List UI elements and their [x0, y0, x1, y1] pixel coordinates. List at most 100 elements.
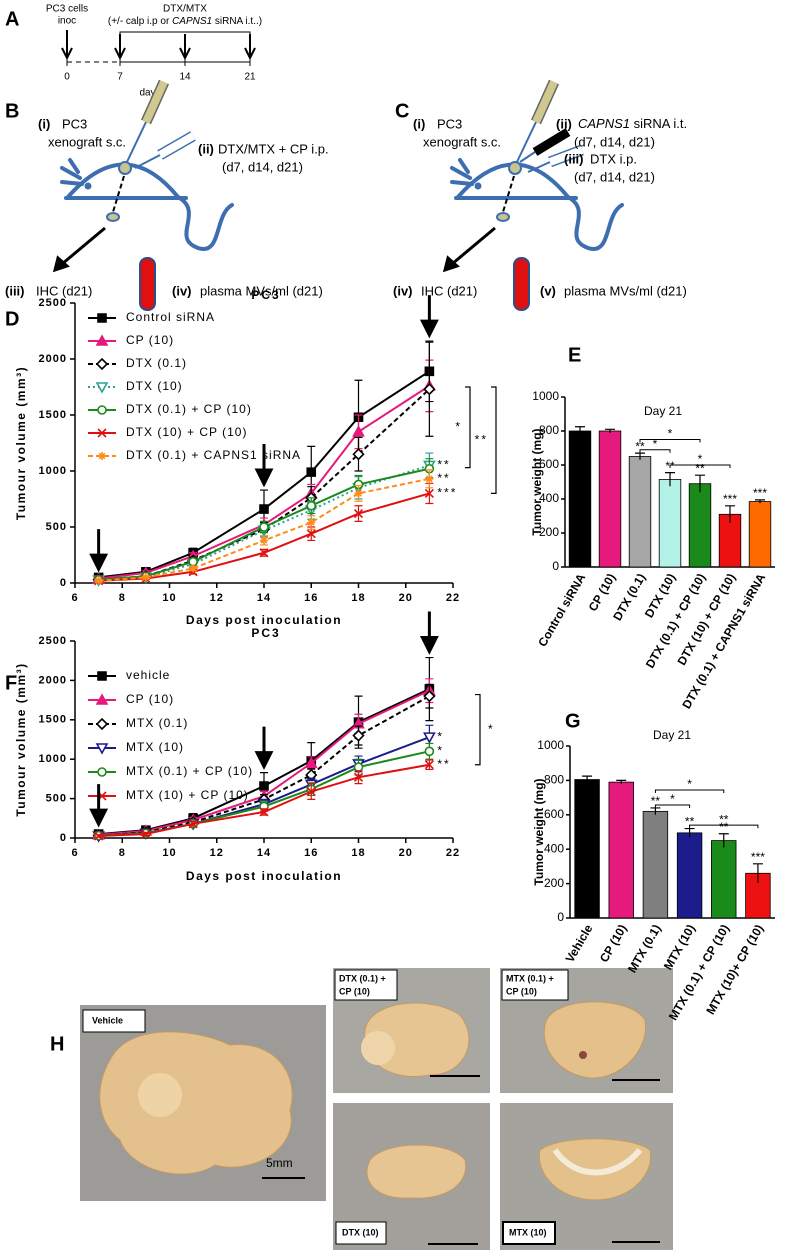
x-tick-label: Control siRNA	[535, 571, 588, 649]
significance-label: **	[719, 820, 729, 834]
significance-label: **	[437, 458, 450, 472]
arrow	[52, 226, 106, 273]
data-point	[424, 488, 434, 498]
label: DTX i.p.	[590, 151, 637, 166]
panel-letter: B	[5, 100, 19, 122]
data-point	[306, 467, 317, 477]
treatment-arrow	[254, 726, 274, 770]
error-bar	[605, 428, 615, 433]
timeline-tick-label: 14	[179, 72, 191, 83]
x-tick-label: 22	[446, 847, 460, 859]
x-tick-label: 20	[399, 592, 413, 604]
dashed-line	[502, 175, 515, 213]
x-axis-label: Days post inoculation	[186, 613, 342, 627]
significance-bracket	[689, 824, 759, 829]
x-tick-label: 6	[71, 847, 78, 859]
panel-letter: A	[5, 8, 19, 30]
error-bar	[718, 833, 729, 848]
bracket-label: *	[653, 437, 658, 451]
label: (i)	[38, 116, 50, 131]
legend-label: DTX (0.1)	[126, 356, 187, 370]
bracket-label: *	[455, 419, 462, 433]
legend-label: MTX (10)	[126, 740, 184, 754]
x-tick-label: 22	[446, 592, 460, 604]
chart-title: PC3	[251, 288, 280, 302]
bracket-label: *	[488, 722, 495, 736]
label: CAPNS1 siRNA i.t.	[578, 116, 687, 131]
legend-marker	[95, 743, 109, 755]
mouse-eye	[84, 182, 92, 190]
bar	[676, 832, 703, 919]
text: CAPNS1	[172, 16, 212, 27]
data-point	[94, 831, 104, 841]
x-tick-label: 20	[399, 847, 413, 859]
treatment-arrow	[89, 784, 109, 828]
legend-marker	[95, 357, 109, 371]
error-bar	[695, 474, 705, 493]
significance-label: **	[685, 815, 695, 829]
dashed-line	[112, 175, 125, 213]
legend-marker	[97, 671, 107, 681]
needle	[519, 151, 536, 163]
data-point	[352, 425, 365, 437]
timeline-label: PC3 cells	[46, 4, 88, 15]
error-bar	[582, 775, 593, 783]
bar	[642, 810, 669, 919]
x-tick-label: 10	[162, 847, 176, 859]
tumour-photo	[99, 1031, 293, 1175]
needle	[527, 161, 551, 173]
text: siRNA i.t.	[630, 116, 687, 131]
mouse-tail	[566, 195, 624, 251]
label: (iv)	[172, 283, 192, 298]
y-tick-label: 1000	[537, 738, 564, 752]
legend-label: vehicle	[126, 668, 170, 682]
panel-letter: F	[5, 672, 17, 694]
photo-label: DTX (10)	[342, 1227, 379, 1237]
significance-label: **	[437, 757, 450, 771]
data-point	[306, 529, 316, 539]
error-bar	[665, 472, 675, 487]
significance-bracket	[654, 789, 725, 794]
data-point	[424, 746, 435, 757]
data-point	[188, 556, 198, 567]
bar	[568, 430, 592, 568]
legend-label: MTX (0.1)	[126, 716, 188, 730]
y-tick-label: 1500	[39, 714, 67, 726]
data-point	[353, 762, 364, 772]
photo-label-box	[501, 969, 569, 1001]
y-tick-label: 200	[544, 876, 564, 890]
data-point	[304, 756, 318, 768]
y-tick-label: 0	[552, 559, 559, 573]
y-tick-label: 2500	[39, 635, 67, 647]
photo-label-box	[335, 1221, 387, 1245]
error-bar	[616, 779, 627, 784]
data-point	[352, 448, 365, 461]
x-tick-label: 8	[119, 592, 126, 604]
error-bar	[725, 505, 735, 523]
chart-title: PC3	[251, 626, 280, 640]
legend-label: MTX (10) + CP (10)	[126, 788, 249, 802]
legend-marker	[95, 717, 109, 731]
bracket-label: *	[687, 777, 692, 791]
error-bar	[755, 499, 765, 504]
text: (+/- calp i.p or	[108, 16, 172, 27]
bracket-label: *	[670, 792, 675, 806]
bar	[658, 479, 682, 568]
data-point	[259, 781, 269, 791]
significance-label: ***	[437, 486, 457, 500]
significance-label: ***	[751, 850, 765, 864]
y-tick-label: 2500	[39, 297, 67, 309]
legend-label: CP (10)	[126, 333, 174, 347]
blood-tube	[139, 257, 156, 311]
y-tick-label: 400	[544, 841, 564, 855]
x-tick-label: MTX (0.1)	[625, 922, 664, 975]
legend-marker	[97, 767, 107, 777]
treatment-arrow	[419, 295, 439, 339]
y-tick-label: 800	[539, 423, 559, 437]
significance-label: *	[437, 743, 444, 757]
legend-label: Control siRNA	[126, 310, 215, 324]
y-axis-label: Tumour volume (mm³)	[14, 366, 28, 520]
data-point	[352, 729, 365, 742]
treatment-arrow	[419, 611, 439, 655]
